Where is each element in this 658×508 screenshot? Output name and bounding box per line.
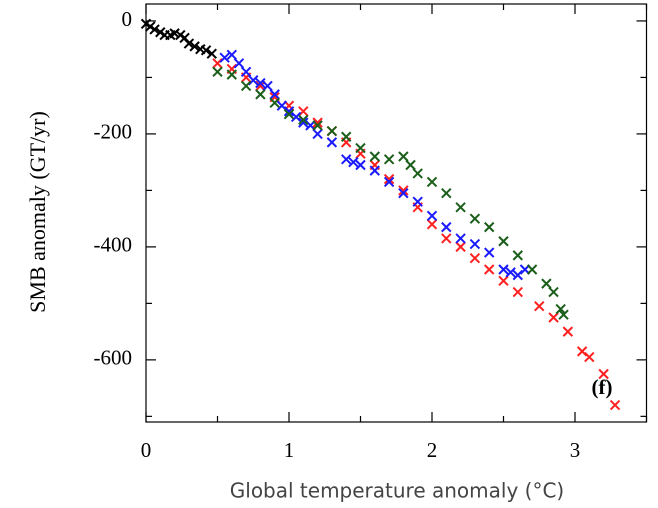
point [512, 250, 524, 261]
point [498, 264, 509, 275]
point [326, 137, 338, 148]
point [312, 128, 323, 140]
point [598, 368, 609, 380]
point [355, 159, 366, 171]
point [548, 312, 559, 323]
point [298, 106, 309, 117]
point [534, 300, 545, 312]
point [255, 89, 266, 100]
point [455, 233, 466, 244]
point [505, 267, 516, 278]
point [562, 326, 574, 337]
point [455, 202, 466, 213]
point [383, 154, 395, 165]
y-tick-label: -400 [94, 233, 133, 257]
point [405, 159, 416, 171]
point [609, 399, 621, 411]
point [219, 52, 230, 63]
point [206, 48, 217, 59]
point [398, 151, 409, 162]
point [312, 120, 323, 131]
point [469, 213, 481, 224]
point [584, 351, 595, 363]
x-tick-label: 2 [427, 438, 438, 462]
point [262, 80, 273, 92]
point [383, 176, 395, 188]
point [412, 168, 423, 179]
point [369, 165, 381, 176]
point [169, 28, 180, 39]
point [348, 156, 359, 168]
y-tick-label: 0 [122, 7, 133, 31]
point [298, 114, 309, 126]
point [576, 346, 588, 357]
point [183, 38, 195, 49]
point [498, 236, 509, 247]
point [326, 125, 338, 137]
point [426, 210, 438, 222]
point [200, 45, 212, 56]
point [398, 188, 409, 199]
point [441, 233, 452, 244]
point [298, 117, 309, 128]
point [512, 286, 524, 298]
point [469, 238, 481, 250]
point [441, 221, 452, 233]
point [290, 111, 302, 123]
point [283, 106, 295, 117]
point [212, 58, 223, 69]
point [398, 185, 409, 196]
point [483, 264, 495, 275]
point [340, 154, 352, 165]
y-axis-label: SMB anomaly (GT/yr) [25, 111, 50, 313]
point [149, 24, 160, 35]
point [212, 66, 223, 77]
point [276, 100, 288, 111]
point [426, 219, 438, 230]
point [526, 264, 538, 275]
point [412, 196, 423, 207]
point [340, 131, 352, 142]
x-tick-label: 1 [284, 438, 295, 462]
point [189, 41, 200, 52]
plot-frame [145, 3, 648, 423]
point [369, 151, 381, 162]
point [226, 69, 238, 80]
point [558, 309, 569, 320]
point [483, 221, 495, 233]
point [555, 303, 566, 315]
point [455, 241, 466, 253]
point [226, 49, 238, 61]
x-axis-label: Global temperature anomaly (°C) [230, 479, 564, 503]
y-tick-label: -200 [94, 120, 133, 144]
point [233, 58, 245, 69]
point [248, 75, 259, 86]
point [269, 89, 280, 100]
point [283, 108, 295, 120]
point [512, 269, 524, 281]
annotation: (f) [592, 375, 613, 399]
point [255, 77, 266, 89]
point [426, 176, 438, 188]
point [240, 80, 252, 92]
point [240, 66, 252, 77]
point [441, 188, 452, 199]
point [541, 278, 552, 289]
point [383, 173, 395, 185]
point [355, 142, 366, 154]
point [269, 97, 280, 109]
x-tick-label: 3 [570, 438, 581, 462]
point [312, 117, 323, 128]
y-tick-label: -600 [94, 346, 133, 370]
point [483, 247, 495, 258]
point [548, 286, 559, 298]
point [469, 252, 481, 264]
point [498, 275, 509, 286]
x-tick-label: 0 [141, 438, 152, 462]
